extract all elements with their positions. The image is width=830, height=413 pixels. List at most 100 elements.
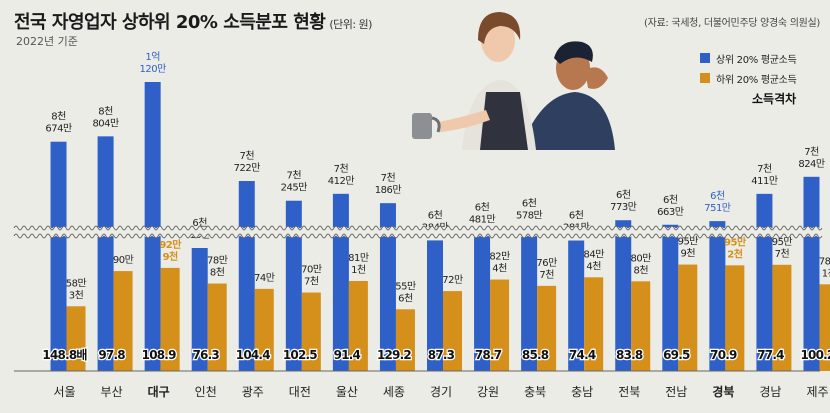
x-tick-label: 대구 (148, 385, 170, 399)
top-value-label: 7천 (381, 172, 396, 184)
top-value-label: 7천 (287, 170, 302, 182)
top-value-label: 245만 (281, 182, 308, 194)
bar-top-인천 (191, 248, 208, 371)
x-tick-label: 경남 (759, 385, 781, 399)
top-value-label: 411만 (751, 175, 778, 187)
bar-top-제주 (803, 176, 820, 371)
ratio-label: 100.2 (801, 348, 830, 362)
top-value-label: 773만 (610, 201, 637, 213)
x-tick-label: 서울 (53, 385, 75, 399)
legend-gap-label: 소득격차 (752, 92, 797, 106)
bottom-value-label: 6천 (398, 292, 413, 304)
chart-subtitle: 2022년 기준 (16, 35, 78, 48)
x-tick-label: 경기 (430, 385, 452, 399)
bar-top-부산 (97, 136, 114, 371)
legend: 상위 20% 평균소득 하위 20% 평균소득 (700, 48, 797, 88)
chart-title: 전국 자영업자 상하위 20% 소득분포 현황 (단위: 원) (14, 8, 372, 34)
bar-bottom-경북 (725, 265, 745, 371)
bottom-value-label: 9천 (681, 248, 696, 260)
top-value-label: 6천 (522, 197, 537, 209)
x-tick-label: 전북 (618, 385, 640, 399)
top-value-label: 6천 (663, 194, 678, 206)
bottom-value-label: 76만 (536, 257, 557, 269)
bottom-value-label: 70만 (301, 264, 322, 276)
ratio-label: 148.8배 (42, 347, 87, 362)
man-hair (554, 41, 593, 64)
legend-item-bottom: 하위 20% 평균소득 (700, 68, 797, 88)
bar-top-경남 (756, 193, 773, 371)
top-value-label: 6천 (616, 189, 631, 201)
top-value-label: 7천 (804, 146, 819, 158)
bottom-value-label: 7천 (775, 248, 790, 260)
x-tick-label: 전남 (665, 385, 687, 399)
ratio-label: 85.8 (522, 348, 549, 362)
bar-top-대전 (285, 200, 302, 371)
top-value-label: 804만 (92, 117, 119, 129)
legend-swatch-bottom (700, 73, 710, 83)
ratio-label: 70.9 (710, 348, 737, 362)
x-tick-label: 제주 (806, 385, 828, 399)
bottom-value-label: 58만 (66, 277, 87, 289)
title-text: 전국 자영업자 상하위 20% 소득분포 현황 (14, 12, 326, 33)
bar-bottom-부산 (113, 271, 133, 371)
milk-pitcher (412, 113, 432, 139)
bottom-value-label: 8천 (210, 267, 225, 279)
top-value-label: 6천 (569, 210, 584, 222)
bottom-value-label: 8천 (633, 264, 648, 276)
top-value-label: 663만 (657, 206, 684, 218)
ratio-label: 104.4 (236, 348, 270, 362)
bar-bottom-경남 (772, 264, 792, 371)
x-tick-label: 경북 (712, 385, 734, 399)
top-value-label: 7천 (757, 163, 772, 175)
bottom-value-label: 4천 (492, 263, 507, 275)
top-value-label: 578만 (516, 209, 543, 221)
ratio-label: 78.7 (475, 348, 502, 362)
bar-top-울산 (332, 193, 349, 371)
bar-top-전북 (615, 220, 632, 371)
bar-top-충북 (521, 228, 538, 371)
top-value-label: 481만 (469, 213, 496, 225)
bottom-value-label: 9천 (163, 250, 178, 263)
man-shirt (520, 92, 615, 150)
bottom-value-label: 1천 (822, 267, 830, 279)
bottom-value-label: 82만 (489, 251, 510, 263)
x-tick-label: 인천 (195, 384, 217, 399)
axis-break-line-bottom (13, 233, 823, 239)
bar-bottom-울산 (348, 280, 368, 371)
x-tick-label: 광주 (242, 385, 264, 399)
bottom-value-label: 84만 (583, 248, 604, 260)
bar-bottom-대구 (160, 267, 180, 371)
top-value-label: 186만 (375, 184, 402, 196)
labels-layer: 8천674만58만3천148.8배서울8천804만90만97.8부산1억120만… (10, 51, 830, 399)
bottom-value-label: 95만 (724, 235, 747, 248)
ratio-label: 91.4 (334, 348, 361, 362)
bottom-value-label: 7천 (304, 276, 319, 288)
x-tick-label: 부산 (101, 385, 123, 399)
bar-bottom-전남 (678, 264, 698, 371)
bar-bottom-인천 (207, 283, 227, 371)
ratio-label: 74.4 (569, 348, 596, 362)
x-tick-label: 강원 (477, 385, 499, 399)
bar-bottom-강원 (490, 279, 510, 371)
top-value-label: 6천 (192, 217, 207, 229)
bottom-value-label: 2천 (727, 247, 742, 260)
x-tick-label: 충북 (524, 385, 546, 399)
bottom-value-label: 95만 (772, 236, 793, 248)
bar-bottom-경기 (443, 291, 463, 371)
top-value-label: 8천 (98, 105, 113, 117)
ratio-label: 77.4 (757, 348, 784, 362)
top-value-label: 751만 (704, 202, 731, 214)
bar-bottom-제주 (819, 284, 830, 371)
top-value-label: 674만 (45, 123, 72, 135)
bar-bottom-충북 (537, 285, 557, 371)
legend-item-top: 상위 20% 평균소득 (700, 48, 797, 68)
bar-bottom-전북 (631, 281, 651, 371)
bottom-value-label: 4천 (586, 260, 601, 272)
bottom-value-label: 3천 (69, 289, 84, 301)
top-value-label: 1억 (145, 51, 160, 63)
axis-break-band (10, 226, 826, 238)
bottom-value-label: 92만 (159, 238, 182, 251)
bar-top-광주 (238, 181, 255, 371)
bottom-value-label: 78만 (207, 255, 228, 267)
